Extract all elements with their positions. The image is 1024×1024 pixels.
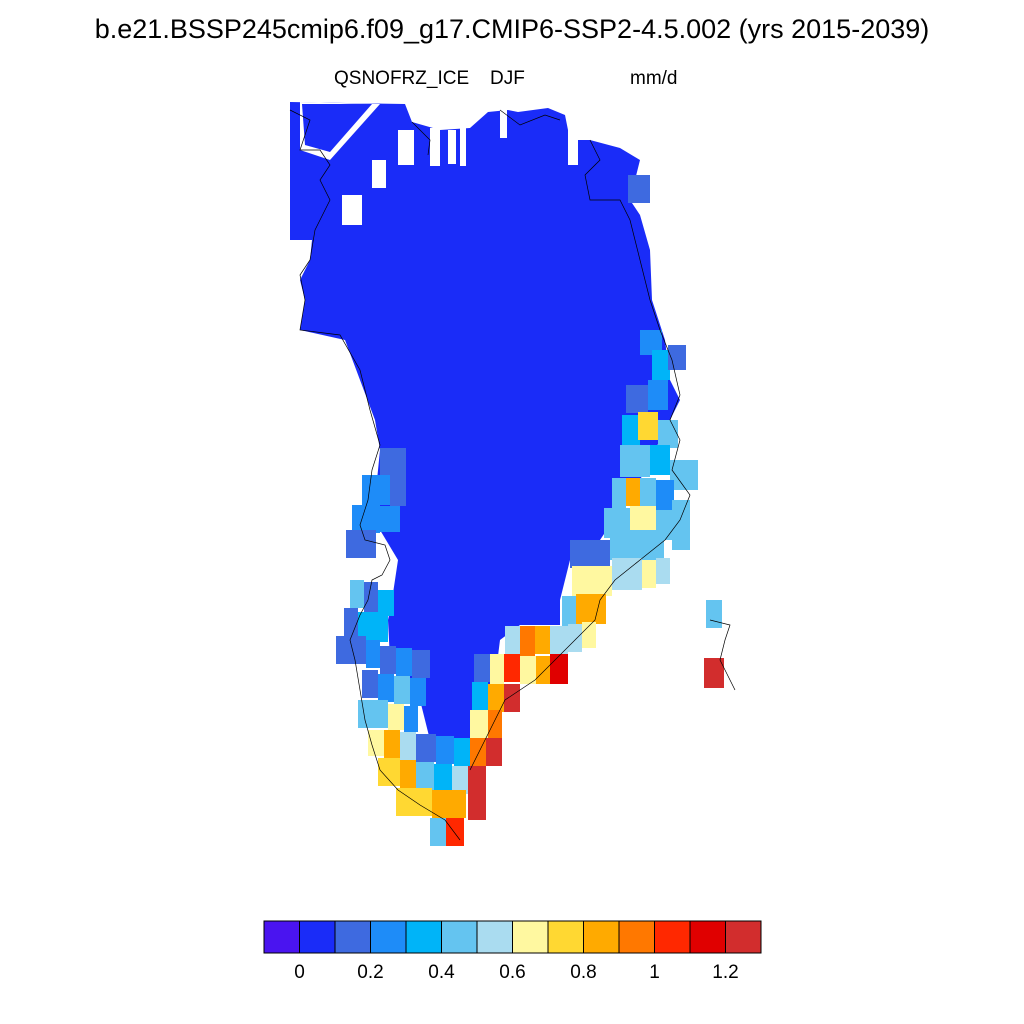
colorbar-tick-label: 0.2 — [357, 962, 384, 983]
variable-label: QSNOFRZ_ICE — [334, 68, 470, 89]
colorbar-tick-label: 0.6 — [499, 962, 526, 983]
colorbar-swatch — [299, 920, 336, 954]
season-label: DJF — [490, 68, 525, 89]
colorbar-swatch — [618, 920, 655, 954]
map-title: b.e21.BSSP245cmip6.f09_g17.CMIP6-SSP2-4.… — [94, 14, 930, 44]
ice-sheet-main — [290, 102, 680, 760]
units-label: mm/d — [630, 68, 678, 89]
colorbar-swatch — [512, 920, 549, 954]
colorbar-swatch — [476, 920, 513, 954]
colorbar-tick-label: 1 — [649, 962, 660, 983]
colorbar-swatch — [583, 920, 620, 954]
colorbar-swatch — [654, 920, 691, 954]
colorbar-tick-label: 0.4 — [428, 962, 455, 983]
colorbar-swatch — [689, 920, 726, 954]
colorbar-tick-label: 0.8 — [570, 962, 597, 983]
colorbar-swatch — [547, 920, 584, 954]
coastal-cells — [336, 175, 724, 846]
colorbar-tick-label: 1.2 — [712, 962, 739, 983]
coastline — [289, 109, 736, 841]
colorbar-tick-label: 0 — [294, 962, 305, 983]
colorbar-swatch — [441, 920, 478, 954]
colorbar-swatch — [405, 920, 442, 954]
colorbar-swatch — [334, 920, 371, 954]
colorbar-swatch — [725, 920, 762, 954]
colorbar-swatch — [370, 920, 407, 954]
ice-sheet-field — [290, 102, 680, 760]
colorbar-swatch — [263, 920, 300, 954]
